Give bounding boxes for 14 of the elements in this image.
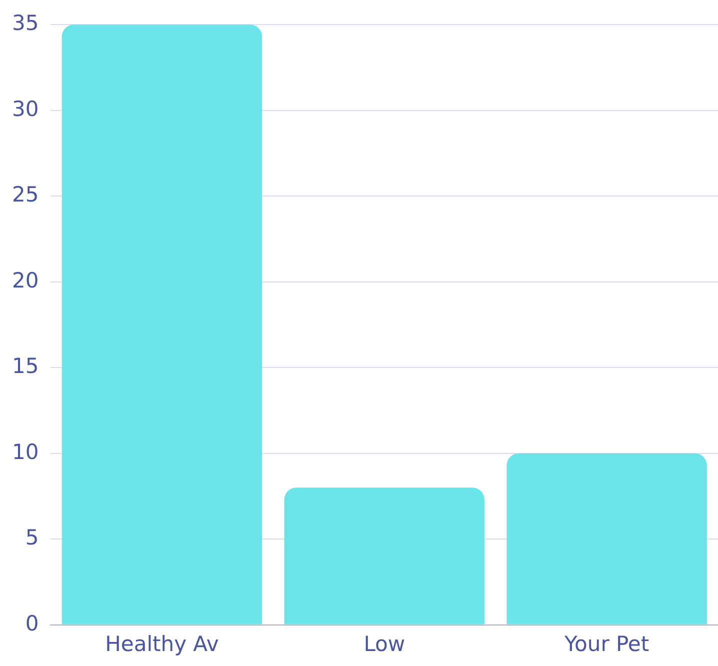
x-tick-label: Low: [364, 632, 406, 656]
x-tick-label: Your Pet: [564, 632, 650, 656]
y-tick-label: 15: [12, 354, 39, 378]
y-tick-label: 20: [12, 268, 39, 292]
y-tick-label: 5: [25, 526, 39, 550]
bar: [506, 453, 707, 624]
bar: [62, 24, 262, 624]
y-tick-label: 0: [25, 611, 39, 636]
y-tick-label: 30: [12, 96, 39, 121]
y-tick-label: 10: [12, 440, 39, 464]
x-tick-label: Healthy Av: [105, 632, 219, 656]
y-tick-label: 35: [12, 11, 39, 36]
y-tick-label: 25: [12, 182, 39, 207]
bar: [284, 488, 484, 624]
